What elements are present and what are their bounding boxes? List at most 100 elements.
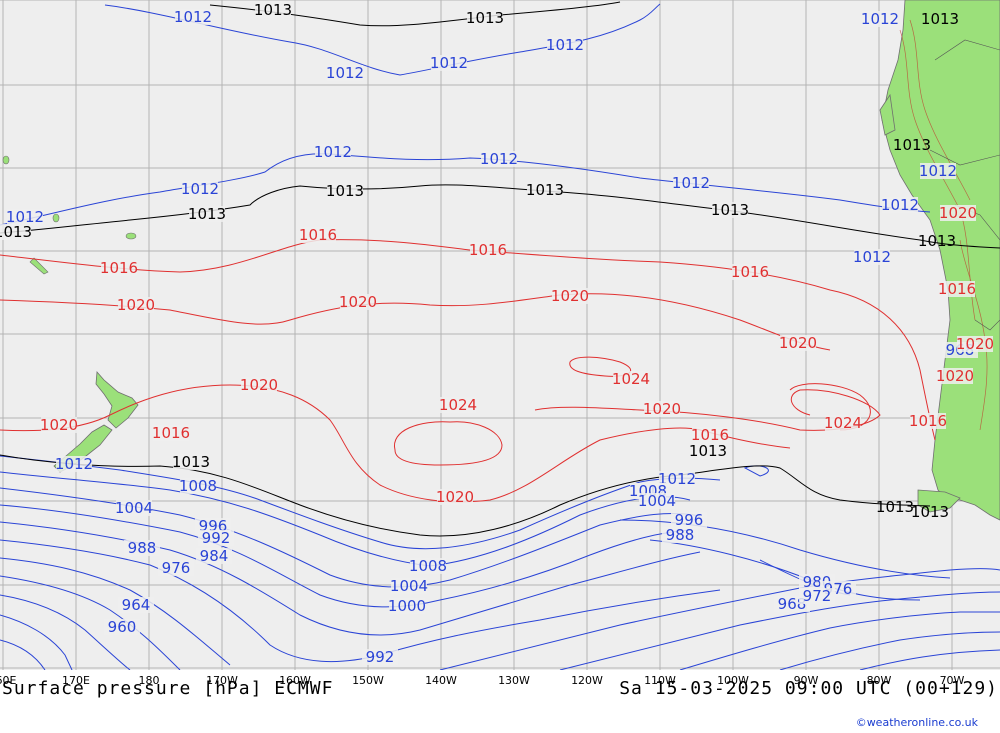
longitude-label: 170W	[206, 674, 238, 687]
isobar-label-bg	[659, 471, 695, 487]
isobar-label-blue: 964	[122, 596, 151, 614]
isobar-label-red: 1016	[152, 424, 190, 442]
isobar-label-bg	[780, 335, 816, 351]
isobar-label-bg	[158, 560, 194, 576]
longitude-label: 120W	[571, 674, 603, 687]
isobar-label-black: 1013	[254, 1, 292, 19]
isobar-label-bg	[0, 224, 31, 240]
longitude-label: 150W	[352, 674, 384, 687]
isobar-label-bg	[118, 297, 154, 313]
isobar-label-blue: 1012	[181, 180, 219, 198]
isobar-label-bg	[547, 37, 583, 53]
isobars-high-red	[0, 239, 936, 503]
longitude-label: 90W	[793, 674, 819, 687]
isobar-label-bg	[315, 144, 351, 160]
isobar-label-bg	[690, 443, 726, 459]
isobar-label-red: 1024	[439, 396, 477, 414]
map-title: Surface pressure [hPa] ECMWF	[2, 678, 334, 699]
isobar-label-blue: 1012	[430, 54, 468, 72]
isobar-label-red: 1016	[469, 241, 507, 259]
isobar-label-bg	[673, 175, 709, 191]
credit-link[interactable]: ©weatheronline.co.uk	[855, 716, 978, 729]
isobar-label-black: 1013	[172, 453, 210, 471]
isobar-label-blue: 1012	[6, 208, 44, 226]
isobar-label-bg	[644, 401, 680, 417]
isobar-label-bg	[175, 9, 211, 25]
isobar-label-blue: 1004	[390, 577, 428, 595]
isobar-label-bg	[327, 183, 363, 199]
isobar-label-red: 1024	[612, 370, 650, 388]
longitude-label: 100W	[717, 674, 749, 687]
isobar-label-bg	[692, 427, 728, 443]
isobar-label-bg	[957, 336, 993, 352]
isobar-label-bg	[124, 540, 160, 556]
isobar-label-bg	[389, 598, 425, 614]
isobar-label-bg	[882, 197, 918, 213]
longitude-label: 60E	[0, 674, 17, 687]
isobar-label-bg	[118, 597, 154, 613]
isobar-label-bg	[182, 181, 218, 197]
isobar-label-black: 1013	[188, 205, 226, 223]
isobar-label-black: 1013	[466, 9, 504, 27]
isobar-label-bg	[481, 151, 517, 167]
isobar-label-red: 1016	[299, 226, 337, 244]
isobar-label-bg	[300, 227, 336, 243]
isobar-label-black: 1013	[921, 10, 959, 28]
isobar-label-red: 1024	[824, 414, 862, 432]
isobar-label-red: 1016	[938, 280, 976, 298]
isobar-label-red: 1020	[956, 335, 994, 353]
longitude-label: 80W	[866, 674, 892, 687]
longitude-label: 180	[138, 674, 160, 687]
isobar-label-bg	[799, 588, 835, 604]
isobar-label-blue: 984	[200, 547, 229, 565]
isobar-label-blue: 988	[128, 539, 157, 557]
isobar-label-blue: 988	[666, 526, 695, 544]
isobar-label-bg	[431, 55, 467, 71]
isobar-label-bg	[825, 415, 861, 431]
isobar-label-blue: 1008	[409, 557, 447, 575]
isobar-label-bg	[910, 413, 946, 429]
longitude-label: 70W	[939, 674, 965, 687]
isobar-label-red: 1020	[117, 296, 155, 314]
isobar-label-blue: 1012	[658, 470, 696, 488]
isobar-label-bg	[712, 202, 748, 218]
isobar-label-bg	[470, 242, 506, 258]
isobar-label-blue: 1008	[179, 477, 217, 495]
isobar-label-black: 1013	[911, 503, 949, 521]
isobar-label-bg	[153, 425, 189, 441]
isobar-label-blue: 996	[675, 511, 704, 529]
isobar-label-black: 1013	[893, 136, 931, 154]
isobar-label-black: 1013	[526, 181, 564, 199]
valid-time: Sa 15-03-2025 09:00 UTC (00+129)	[619, 678, 998, 699]
isobar-label-black: 1013	[0, 223, 32, 241]
isobar-label-red: 1020	[551, 287, 589, 305]
isobar-label-bg	[671, 512, 707, 528]
isobar-label-bg	[101, 260, 137, 276]
isobar-label-blue: 1000	[388, 597, 426, 615]
isobar-label-bg	[940, 205, 976, 221]
isobar-label-bg	[189, 206, 225, 222]
isobar-label-bg	[180, 478, 216, 494]
isobar-label-red: 1020	[936, 367, 974, 385]
isobar-label-bg	[920, 163, 956, 179]
isobar-label-bg	[732, 264, 768, 280]
isobar-label-blue: 992	[202, 529, 231, 547]
isobar-label-bg	[662, 527, 698, 543]
isobar-label-red: 1016	[909, 412, 947, 430]
isobar-label-blue: 1004	[115, 499, 153, 517]
isobar-label-bg	[56, 456, 92, 472]
isobar-label-bg	[173, 454, 209, 470]
isobar-label-black: 1013	[918, 232, 956, 250]
isobar-label-blue: 1012	[672, 174, 710, 192]
isobar-label-red: 1020	[643, 400, 681, 418]
isobar-label-bg	[410, 558, 446, 574]
land-south-america	[879, 0, 1000, 521]
isobar-label-blue: 1012	[55, 455, 93, 473]
longitude-label: 170E	[62, 674, 90, 687]
isobar-label-blue: 1012	[853, 248, 891, 266]
isobar-label-blue: 1012	[881, 196, 919, 214]
isobar-label-bg	[391, 578, 427, 594]
isobar-label-red: 1016	[731, 263, 769, 281]
isobar-label-blue: 1012	[919, 162, 957, 180]
